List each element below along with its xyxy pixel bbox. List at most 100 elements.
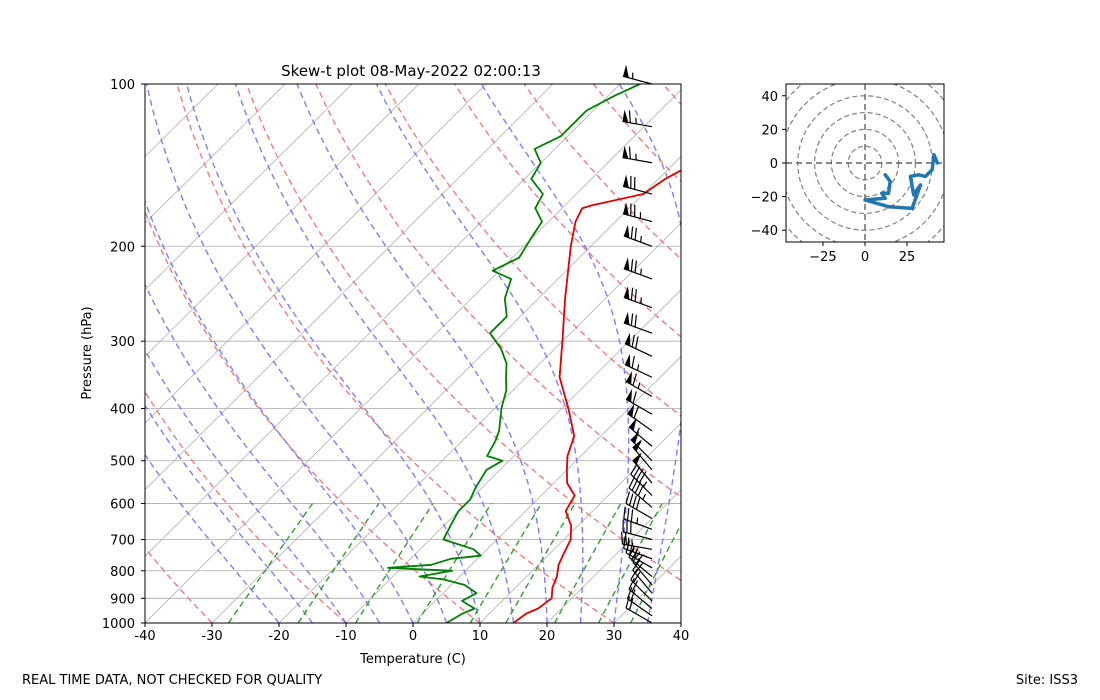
moist-adiabat-line <box>618 84 681 623</box>
wind-barb-flag <box>626 537 630 550</box>
isotherm-line <box>680 622 681 623</box>
wind-barb <box>623 224 653 247</box>
x-tick-label: 30 <box>606 629 623 644</box>
dry-adiabat-line <box>145 546 213 623</box>
wind-barb-pennant <box>623 64 629 78</box>
moist-adiabat-line <box>145 282 381 623</box>
dry-adiabat-line <box>176 84 615 623</box>
wind-barb-shaft <box>630 579 653 602</box>
wind-barb <box>623 286 653 309</box>
wind-barb-half-flag <box>637 382 641 389</box>
wind-barb-shaft <box>628 487 653 508</box>
wind-barb <box>630 568 653 602</box>
wind-barb <box>628 577 653 609</box>
dewpoint-profile-line <box>387 84 641 623</box>
wind-barb-flag <box>630 313 634 326</box>
wind-barb <box>625 371 653 398</box>
wind-barb-pennant <box>623 311 630 326</box>
y-tick-label: 100 <box>110 78 135 93</box>
wind-barb <box>624 332 653 357</box>
wind-barb-half-flag <box>643 481 648 488</box>
moist-adiabat-line <box>185 84 481 623</box>
wind-barb-flag <box>626 507 630 521</box>
wind-barb-half-flag <box>640 235 642 243</box>
x-tick-label: 40 <box>673 629 690 644</box>
wind-barb-flag <box>633 571 641 583</box>
y-tick-label: 400 <box>110 403 135 418</box>
wind-barb-half-flag <box>636 557 640 564</box>
x-tick-label: -10 <box>335 629 356 644</box>
wind-barb-shaft <box>624 343 653 357</box>
isotherm-line <box>145 84 621 557</box>
hodograph-y-tick-label: −20 <box>751 191 778 206</box>
wind-barb <box>625 595 653 624</box>
wind-barb-flag <box>624 532 627 545</box>
wind-barb <box>626 586 653 617</box>
moist-adiabat-line <box>145 348 347 623</box>
wind-barb-half-flag <box>640 268 642 275</box>
dry-adiabat-line <box>145 390 347 623</box>
wind-barbs <box>620 64 653 624</box>
mixing-ratio-line <box>354 503 434 623</box>
hodograph-x-tick-label: 25 <box>899 250 916 265</box>
isotherm-line <box>145 84 554 491</box>
wind-barb-half-flag <box>636 427 640 434</box>
dry-adiabat-line <box>871 84 1100 623</box>
wind-barb-half-flag <box>640 297 642 304</box>
skewt-axes: -40 -30 -20 -10 0 10 20 30 40 100 200 300 400 500 600 7… <box>102 78 689 644</box>
wind-barb-flag <box>632 373 637 386</box>
wind-barb-shaft <box>622 543 653 550</box>
mixing-ratio-line <box>469 503 543 623</box>
wind-barb-flag <box>630 226 634 239</box>
y-tick-label: 900 <box>110 592 135 607</box>
hodograph-x-tick-label: 0 <box>861 250 869 265</box>
wind-barb-flag <box>626 586 633 599</box>
wind-barb-half-flag <box>636 364 640 371</box>
y-tick-label: 1000 <box>102 617 135 632</box>
wind-barb-pennant <box>623 224 630 239</box>
isotherm-line <box>145 84 286 224</box>
hodograph-y-tick-label: 0 <box>770 157 778 172</box>
wind-barb <box>620 531 653 550</box>
wind-barb-shaft <box>628 556 653 578</box>
dry-adiabat-line <box>592 84 681 183</box>
y-tick-label: 300 <box>110 335 135 350</box>
wind-barb-shaft <box>625 552 653 569</box>
x-tick-label: 0 <box>409 629 417 644</box>
wind-barb <box>623 506 653 530</box>
wind-barb-pennant <box>629 417 637 431</box>
wind-barb-shaft <box>623 268 653 280</box>
wind-barb-pennant <box>627 403 635 418</box>
dry-adiabat-line <box>245 84 681 582</box>
isotherm-line <box>211 156 681 623</box>
x-tick-label: -30 <box>201 629 222 644</box>
quality-disclaimer: REAL TIME DATA, NOT CHECKED FOR QUALITY <box>22 673 323 688</box>
x-axis-label: Temperature (C) <box>359 652 466 667</box>
isotherm-line <box>145 84 219 158</box>
wind-barb-shaft <box>625 503 653 520</box>
wind-barb-flag <box>628 110 631 123</box>
moist-adiabat-line <box>145 199 414 623</box>
site-label: Site: ISS3 <box>1015 673 1078 688</box>
x-tick-label: 20 <box>539 629 556 644</box>
skewt-background-lines <box>145 84 1100 623</box>
wind-barb-flag <box>623 506 626 520</box>
wind-barb-flag <box>623 536 626 549</box>
moist-adiabat-line <box>145 453 280 623</box>
wind-barb-shaft <box>628 426 653 447</box>
wind-barb-flag <box>633 406 639 419</box>
wind-barb <box>622 519 653 541</box>
wind-barb <box>622 109 653 128</box>
wind-barb-shaft <box>623 518 653 530</box>
hodograph-axes: −25 0 25 −40 −20 0 20 40 <box>751 90 916 265</box>
mixing-ratio-line <box>630 523 681 623</box>
isotherm-line <box>145 89 681 623</box>
wind-barb-shaft <box>632 569 653 594</box>
wind-barb-flag <box>632 391 637 404</box>
wind-barb-shaft <box>622 120 653 128</box>
wind-barb-half-flag <box>632 545 635 552</box>
temperature-profile-line <box>512 169 681 623</box>
mixing-ratio-line <box>228 502 314 623</box>
hodograph-y-tick-label: 40 <box>761 90 778 105</box>
wind-barb-pennant <box>623 202 629 216</box>
